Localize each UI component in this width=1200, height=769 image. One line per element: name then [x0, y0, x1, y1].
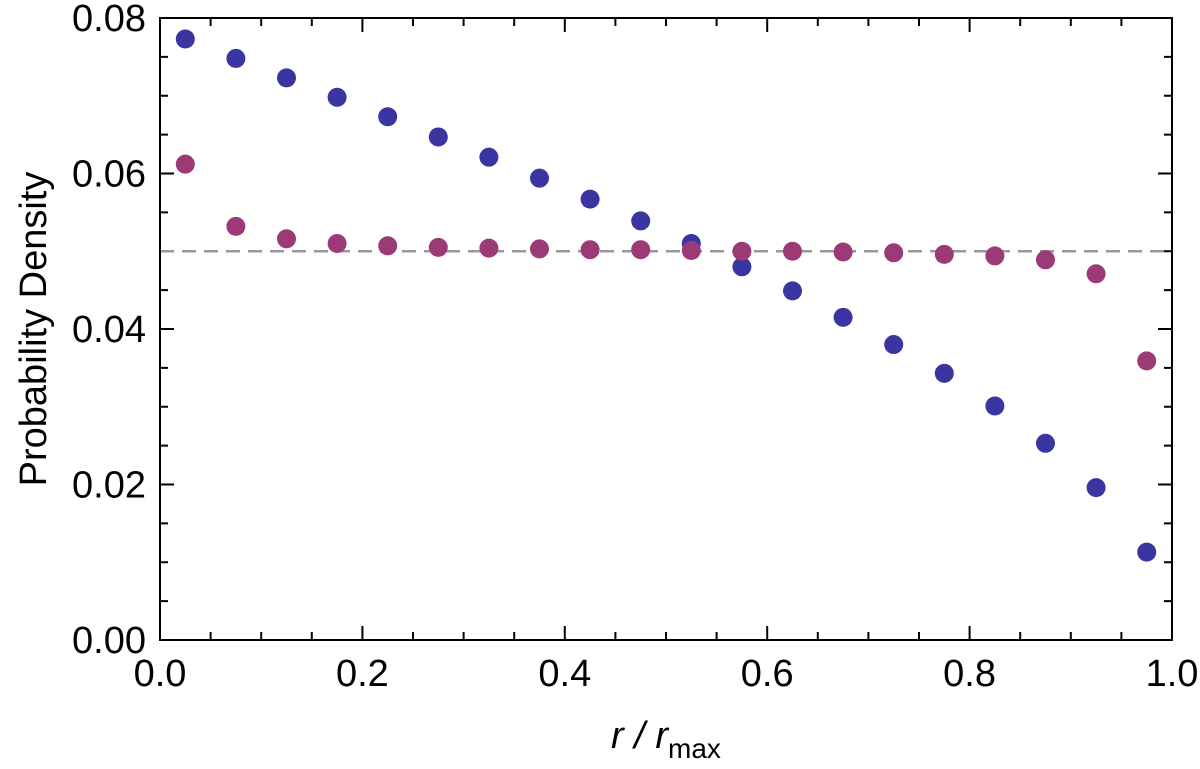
- data-point-magenta: [277, 229, 296, 249]
- data-point-blue: [934, 363, 954, 383]
- x-axis-title-subscript: max: [668, 733, 721, 764]
- plot-frame: [159, 17, 1173, 641]
- data-point-magenta: [1036, 250, 1055, 270]
- data-point-blue: [783, 281, 802, 301]
- data-point-blue: [884, 335, 904, 355]
- x-tick-label: 0.6: [741, 653, 794, 695]
- x-axis-title: r / rmax: [611, 715, 721, 764]
- data-point-magenta: [732, 241, 752, 261]
- data-point-magenta: [479, 238, 499, 258]
- x-tick-label: 0.8: [943, 653, 996, 695]
- y-tick-label: 0.04: [72, 309, 146, 351]
- data-point-magenta: [530, 239, 549, 259]
- x-tick-label: 0.2: [336, 653, 389, 695]
- ticks-layer: [159, 17, 1173, 641]
- data-point-blue: [428, 127, 448, 147]
- data-point-magenta: [1137, 351, 1157, 371]
- data-point-blue: [985, 396, 1005, 416]
- data-point-magenta: [327, 233, 347, 253]
- y-tick-label: 0.06: [72, 154, 146, 196]
- data-point-magenta: [783, 241, 802, 261]
- data-point-magenta: [175, 154, 195, 174]
- data-point-blue: [580, 189, 600, 209]
- data-point-magenta: [1086, 264, 1106, 284]
- data-point-magenta: [580, 240, 600, 260]
- x-tick-label: 0.4: [538, 653, 591, 695]
- data-point-blue: [226, 48, 246, 68]
- y-tick-label: 0.08: [72, 0, 146, 40]
- data-point-blue: [175, 29, 195, 49]
- data-point-blue: [1137, 542, 1157, 562]
- x-tick-label: 0.0: [134, 653, 187, 695]
- data-point-magenta: [226, 216, 246, 236]
- data-point-blue: [1036, 433, 1055, 453]
- data-point-blue: [378, 107, 398, 127]
- data-point-blue: [327, 87, 347, 107]
- data-point-blue: [277, 68, 296, 88]
- data-point-magenta: [378, 236, 398, 256]
- data-point-magenta: [884, 243, 904, 263]
- data-point-blue: [1086, 478, 1106, 498]
- data-point-blue: [833, 307, 853, 327]
- y-tick-label: 0.02: [72, 465, 146, 507]
- data-point-magenta: [934, 244, 954, 264]
- tick-labels-layer: 0.0 0.2 0.4 0.6 0.8 1.0 0.00 0.02 0.04 0.06 0.08: [72, 0, 1198, 695]
- data-point-magenta: [985, 246, 1005, 266]
- data-point-blue: [479, 147, 499, 167]
- x-tick-label: 1.0: [1146, 653, 1199, 695]
- data-point-magenta: [428, 237, 448, 257]
- data-point-magenta: [833, 242, 853, 262]
- data-point-blue: [631, 211, 651, 231]
- y-tick-label: 0.00: [72, 620, 146, 662]
- x-axis-title-main: r / r: [611, 715, 669, 757]
- data-point-magenta: [681, 240, 701, 260]
- data-point-blue: [732, 257, 752, 277]
- data-point-magenta: [631, 240, 651, 260]
- data-point-blue: [530, 168, 549, 188]
- y-axis-title: Probability Density: [13, 172, 55, 487]
- points-layer: [175, 29, 1157, 562]
